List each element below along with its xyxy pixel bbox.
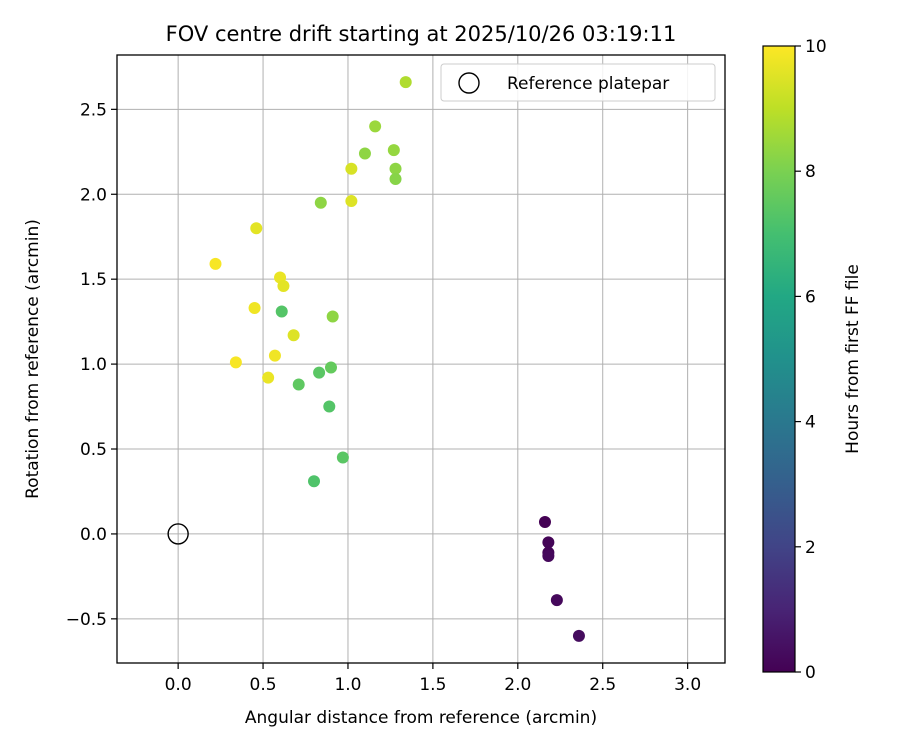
data-point bbox=[292, 378, 305, 391]
data-point bbox=[229, 356, 242, 369]
colorbar-ticks: 0 2 4 6 8 10 bbox=[795, 37, 827, 683]
data-point bbox=[268, 349, 281, 362]
colorbar-tick-label: 8 bbox=[805, 162, 816, 182]
data-point bbox=[369, 120, 382, 133]
x-tick-label: 1.5 bbox=[419, 675, 446, 695]
x-tick-label: 2.0 bbox=[504, 675, 531, 695]
data-point bbox=[275, 305, 288, 318]
grid-lines bbox=[117, 55, 725, 663]
y-tick-label: 0.5 bbox=[80, 440, 107, 460]
legend: Reference platepar bbox=[440, 63, 716, 102]
x-axis-label: Angular distance from reference (arcmin) bbox=[245, 708, 597, 728]
y-tick-label: 1.0 bbox=[80, 355, 107, 375]
data-point bbox=[345, 162, 358, 175]
y-tick-label: −0.5 bbox=[66, 610, 107, 630]
data-points bbox=[167, 76, 585, 642]
data-point bbox=[209, 257, 222, 270]
x-tick-label: 1.0 bbox=[334, 675, 361, 695]
data-point bbox=[314, 196, 327, 209]
y-tick-label: 2.5 bbox=[80, 100, 107, 120]
data-point bbox=[387, 144, 400, 157]
x-axis-ticks: 0.0 0.5 1.0 1.5 2.0 2.5 3.0 bbox=[165, 663, 701, 695]
colorbar: 0 2 4 6 8 10 Hours from first FF file bbox=[762, 37, 863, 683]
data-point bbox=[399, 76, 412, 89]
chart-title: FOV centre drift starting at 2025/10/26 … bbox=[166, 22, 677, 46]
reference-platepar-marker bbox=[167, 523, 189, 545]
x-tick-label: 2.5 bbox=[589, 675, 616, 695]
data-point bbox=[308, 475, 321, 488]
data-point bbox=[345, 195, 358, 208]
data-point bbox=[389, 172, 402, 185]
y-tick-label: 2.0 bbox=[80, 185, 107, 205]
data-point bbox=[250, 222, 263, 235]
legend-box bbox=[440, 63, 716, 102]
data-point bbox=[262, 371, 275, 384]
colorbar-tick-label: 6 bbox=[805, 287, 816, 307]
data-point bbox=[550, 594, 563, 607]
x-tick-label: 3.0 bbox=[674, 675, 701, 695]
colorbar-gradient bbox=[762, 45, 796, 673]
data-point bbox=[277, 279, 290, 292]
data-point bbox=[324, 361, 337, 374]
data-point bbox=[326, 310, 339, 323]
data-point bbox=[389, 162, 402, 175]
data-point bbox=[542, 536, 555, 549]
colorbar-label: Hours from first FF file bbox=[843, 264, 863, 454]
legend-marker-reference bbox=[458, 72, 480, 94]
colorbar-tick-label: 0 bbox=[805, 663, 816, 683]
data-point bbox=[287, 329, 300, 342]
y-axis-label: Rotation from reference (arcmin) bbox=[23, 219, 43, 499]
data-point bbox=[538, 516, 551, 529]
x-tick-label: 0.0 bbox=[165, 675, 192, 695]
colorbar-tick-label: 10 bbox=[805, 37, 827, 57]
data-point bbox=[572, 629, 585, 642]
x-tick-label: 0.5 bbox=[250, 675, 277, 695]
legend-label-reference: Reference platepar bbox=[507, 74, 669, 94]
data-point bbox=[323, 400, 336, 413]
colorbar-tick-label: 4 bbox=[805, 413, 816, 433]
y-axis-ticks: −0.5 0.0 0.5 1.0 1.5 2.0 2.5 bbox=[66, 100, 117, 630]
y-tick-label: 0.0 bbox=[80, 525, 107, 545]
data-point bbox=[358, 147, 371, 160]
data-point bbox=[336, 451, 349, 464]
plot-frame bbox=[116, 54, 726, 664]
data-point bbox=[313, 366, 326, 379]
data-point bbox=[542, 550, 555, 563]
data-point bbox=[248, 302, 261, 315]
y-tick-label: 1.5 bbox=[80, 270, 107, 290]
colorbar-tick-label: 2 bbox=[805, 538, 816, 558]
